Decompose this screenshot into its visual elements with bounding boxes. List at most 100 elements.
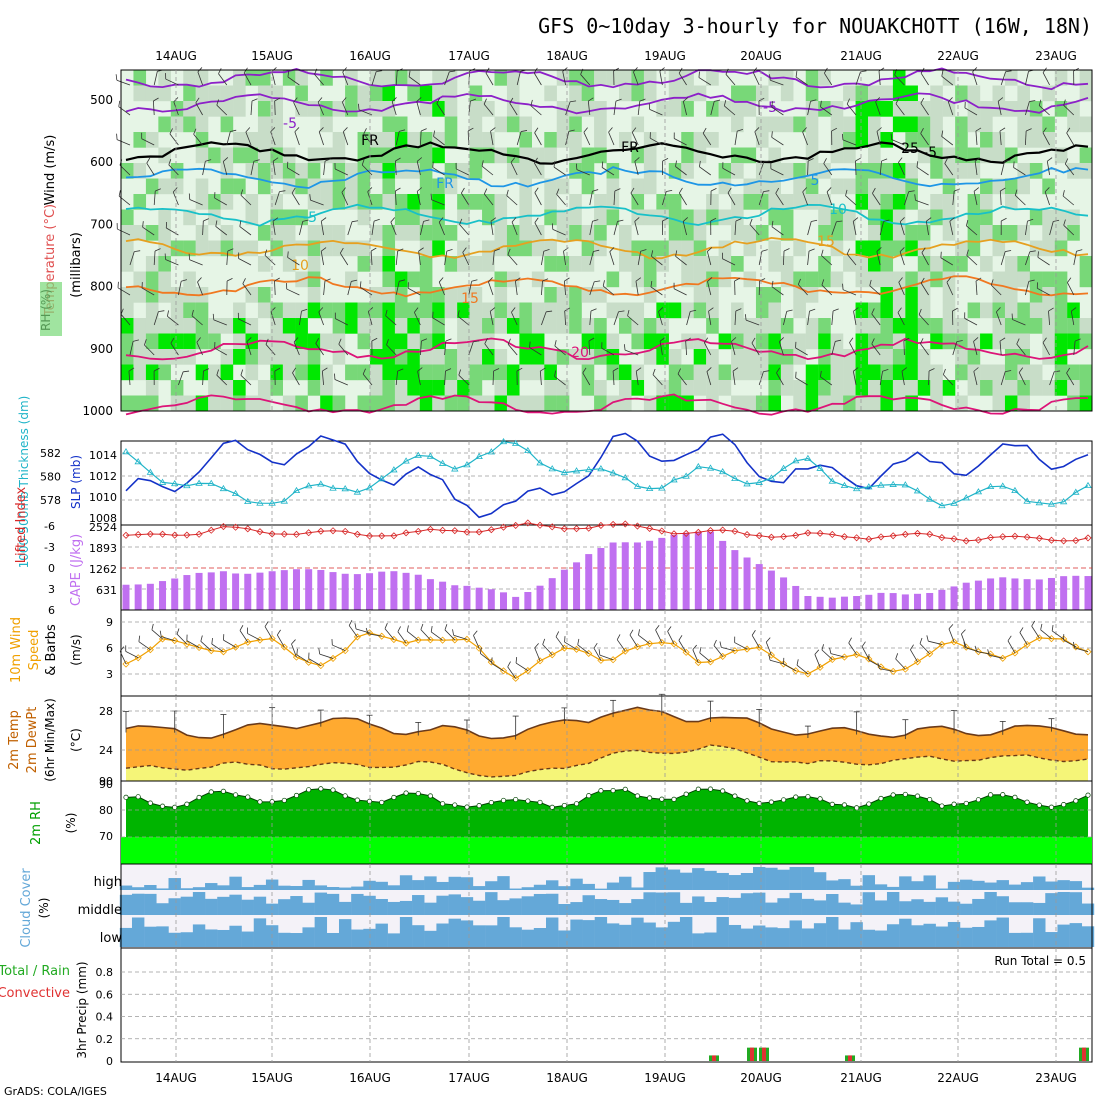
cape-bar <box>597 548 605 610</box>
wind-barb <box>698 77 712 86</box>
cloud-middle-bar <box>886 892 900 915</box>
rh-shade-cell <box>793 271 806 288</box>
lifted-index-marker <box>390 532 398 540</box>
rh-shade-cell <box>805 85 819 102</box>
surface-wind-barb <box>655 624 660 631</box>
rh-shade-cell <box>1079 147 1093 164</box>
wind-barb <box>226 131 231 146</box>
wind-barb <box>315 337 320 344</box>
wind-barb <box>417 367 423 372</box>
rh-shade-cell <box>357 85 371 102</box>
rh-shade-cell <box>619 364 632 381</box>
lifted-index-marker <box>402 529 410 537</box>
cape-tick-label: 1262 <box>89 563 117 576</box>
rh2m-marker <box>793 794 799 800</box>
date-label-bottom: 22AUG <box>937 1071 979 1085</box>
lifted-index-marker <box>207 526 215 534</box>
rh-shade-cell <box>220 225 234 241</box>
rh-shade-cell <box>681 147 694 164</box>
wind-speed-marker <box>463 635 471 643</box>
wind-barb <box>1004 159 1011 162</box>
wind-barb <box>608 131 615 146</box>
wind-barb <box>484 343 494 356</box>
cloud-low-bar <box>984 920 997 947</box>
rh-shade-cell <box>755 85 769 102</box>
rh-shade-cell <box>1042 333 1055 350</box>
lifted-index-marker <box>585 524 593 532</box>
wind-barb <box>674 138 687 146</box>
rh-shade-cell <box>419 380 433 396</box>
rh-shade-cell <box>805 116 819 133</box>
surface-wind-barb <box>176 633 188 645</box>
wind-barb <box>467 127 474 132</box>
rh-shade-cell <box>656 256 669 272</box>
cloud-low-bar <box>704 932 717 947</box>
rh-shade-cell <box>556 178 570 195</box>
rh-shade-cell <box>170 302 184 319</box>
cloud-high-bar <box>874 884 888 890</box>
wind-barb <box>869 285 881 296</box>
wind-barb <box>507 248 511 255</box>
rh-shade-cell <box>594 225 607 241</box>
surface-wind-barb <box>296 654 309 663</box>
rh-shade-cell <box>805 364 819 381</box>
wind-barb <box>1005 250 1012 252</box>
wind-barb <box>507 338 511 345</box>
rh-shade-cell <box>868 240 881 257</box>
wind-barb <box>1073 341 1076 356</box>
thickness-marker <box>658 484 666 491</box>
rh-shade-cell <box>594 240 607 257</box>
wind-speed-marker <box>499 667 508 675</box>
wind-barb <box>240 374 252 386</box>
wind-barb <box>879 161 882 176</box>
rh-shade-cell <box>656 380 669 396</box>
rh-shade-cell <box>519 116 532 133</box>
rh-shade-cell <box>469 256 483 272</box>
rh-shade-cell <box>208 364 221 381</box>
rh-shade-cell <box>868 163 881 179</box>
wind-barb <box>287 76 300 86</box>
wind-barb <box>1037 257 1050 266</box>
rh-shade-cell <box>905 380 918 396</box>
wind-barb <box>999 191 1002 206</box>
rh-shade-cell <box>220 194 234 210</box>
rh-shade-cell <box>606 163 620 179</box>
wind-barb <box>601 167 615 176</box>
wind-barb <box>853 307 859 312</box>
surface-wind-barb <box>491 663 504 672</box>
wind-barb <box>370 251 373 266</box>
wind-barb <box>1005 370 1012 372</box>
rh-shade-cell <box>755 287 769 303</box>
thickness-marker <box>767 474 776 481</box>
wind-barb <box>492 370 494 386</box>
lifted-index-marker <box>913 529 922 537</box>
rh-shade-cell <box>693 302 707 319</box>
rh-shade-cell <box>1004 101 1018 117</box>
wind-barb <box>238 318 252 326</box>
wind-barb <box>589 221 593 236</box>
wind-barb <box>553 161 556 168</box>
date-label-top: 15AUG <box>251 49 293 63</box>
wind-barb <box>433 130 436 137</box>
surface-wind-barb <box>910 649 918 662</box>
wind-barb <box>613 191 616 206</box>
temperature-contour <box>125 275 1089 298</box>
date-label-top: 22AUG <box>937 49 979 63</box>
precip-convective-bar <box>848 1055 852 1061</box>
cape-bar <box>341 573 349 610</box>
rh-shade-cell <box>980 333 993 350</box>
wind-barb <box>271 71 276 86</box>
wind-barb <box>521 130 528 132</box>
wind-speed-marker <box>889 667 897 675</box>
cloud-low-bar <box>801 928 815 947</box>
rh-shade-cell <box>880 178 894 195</box>
cloud-high-bar <box>777 869 790 890</box>
rh-shade-cell <box>519 147 532 164</box>
surface-wind-barb <box>247 633 261 641</box>
rh-shade-cell <box>170 101 184 117</box>
cloud-high-bar <box>509 888 522 890</box>
thickness-marker <box>304 482 313 489</box>
wind-barb <box>218 68 222 74</box>
precip-run-total: Run Total = 0.5 <box>994 954 1086 968</box>
wind-barb <box>516 71 521 86</box>
